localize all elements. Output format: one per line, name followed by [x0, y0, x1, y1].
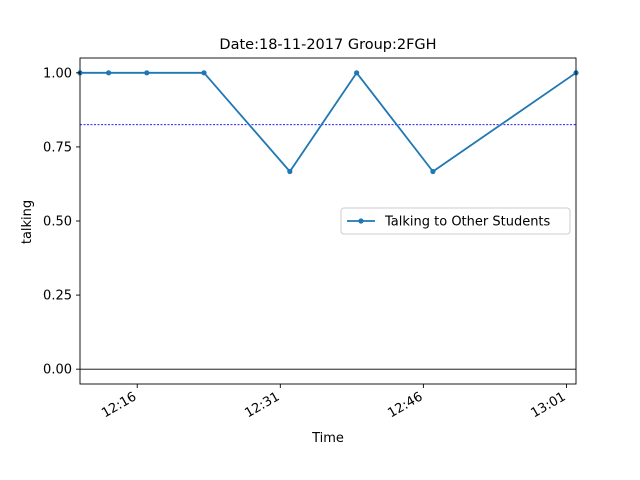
- legend-marker: [358, 218, 364, 224]
- y-tick-label-2: 0.50: [43, 215, 72, 230]
- x-axis-label: Time: [311, 431, 344, 446]
- y-tick-label-0: 0.00: [43, 363, 72, 378]
- x-tick-label-2: 12:46: [385, 389, 425, 421]
- plot-area: 0.00 0.25 0.50 0.75 1.00 12:16 12:31 12:46 13:01…: [43, 57, 579, 421]
- y-tick-label-3: 0.75: [43, 140, 72, 155]
- y-axis-label: talking: [20, 200, 35, 244]
- x-tick-label-3: 13:01: [529, 389, 569, 421]
- series-line-0: [80, 71, 577, 173]
- y-tick-label-4: 1.00: [43, 66, 72, 81]
- data-point-0-2: [144, 70, 150, 76]
- data-point-0-4: [287, 168, 293, 175]
- x-tick-label-0: 12:16: [99, 389, 139, 421]
- data-point-0-6: [430, 168, 436, 175]
- chart-title: Date:18-11-2017 Group:2FGH: [219, 37, 436, 53]
- data-point-0-5: [354, 70, 360, 76]
- x-tick-label-1: 12:31: [242, 389, 282, 421]
- data-point-0-1: [106, 70, 112, 76]
- y-tick-label-1: 0.25: [43, 289, 72, 304]
- legend-label: Talking to Other Students: [384, 215, 551, 230]
- legend-box: [340, 207, 571, 235]
- data-point-0-3: [201, 70, 207, 76]
